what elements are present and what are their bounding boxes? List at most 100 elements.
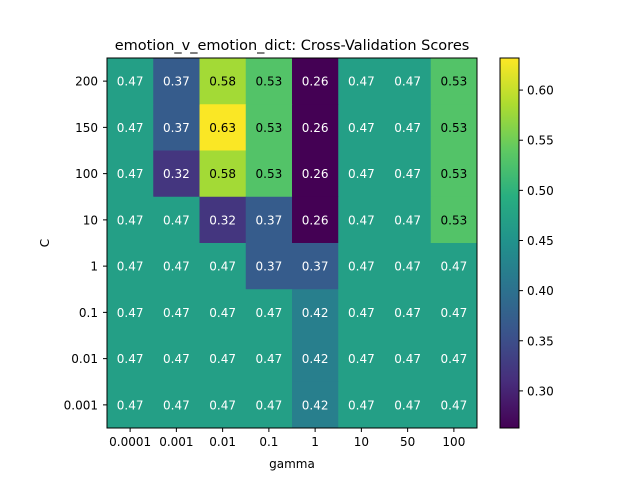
heatmap-cell <box>107 243 154 290</box>
heatmap-cell <box>245 104 293 151</box>
heatmap-cell <box>153 335 200 383</box>
heatmap-cell <box>245 58 293 105</box>
cell-value-label: 0.47 <box>117 121 144 135</box>
heatmap-cell <box>292 381 339 429</box>
cell-value-label: 0.47 <box>348 260 375 274</box>
heatmap-cell <box>153 104 200 151</box>
colorbar-tick-label: 0.40 <box>527 284 554 298</box>
plot-frame <box>106 57 478 429</box>
cell-value-label: 0.47 <box>209 260 236 274</box>
cell-value-label: 0.47 <box>394 75 421 89</box>
heatmap-cell <box>199 104 247 151</box>
heatmap-cell <box>107 335 154 383</box>
cell-value-label: 0.32 <box>209 213 236 227</box>
y-tick-label: 100 <box>75 167 98 181</box>
cell-value-label: 0.26 <box>302 75 329 89</box>
y-axis: 200 150 100 10 1 0.1 0.01 0.001 <box>64 75 107 412</box>
y-tick-label: 10 <box>83 213 98 227</box>
heatmap-cell <box>153 196 200 244</box>
x-tick-label: 0.01 <box>209 435 236 449</box>
y-tick-label: 150 <box>75 121 98 135</box>
heatmap-cell <box>338 289 385 336</box>
x-axis-label: gamma <box>269 457 315 471</box>
heatmap-cell <box>199 150 247 198</box>
heatmap-cell <box>430 196 478 244</box>
cell-value-label: 0.47 <box>117 167 144 181</box>
cell-value-label: 0.53 <box>441 75 468 89</box>
x-tick-label: 50 <box>400 435 415 449</box>
heatmap-cell <box>245 243 293 290</box>
colorbar <box>499 57 520 429</box>
heatmap-cell <box>153 289 200 336</box>
colorbar-tick-label: 0.45 <box>527 234 554 248</box>
cell-value-label: 0.47 <box>209 306 236 320</box>
heatmap-cell <box>430 150 478 198</box>
heatmap-cell <box>430 381 478 429</box>
heatmap-cells <box>107 58 478 429</box>
cell-value-label: 0.47 <box>394 352 421 366</box>
heatmap-cell <box>153 58 200 105</box>
cell-value-label: 0.26 <box>302 121 329 135</box>
cell-value-label: 0.47 <box>256 306 283 320</box>
heatmap-cell <box>107 289 154 336</box>
heatmap-cell <box>199 335 247 383</box>
cell-value-label: 0.47 <box>163 213 190 227</box>
heatmap-cell <box>430 335 478 383</box>
cell-value-label: 0.58 <box>209 167 236 181</box>
x-tick-label: 10 <box>354 435 369 449</box>
heatmap-cell <box>107 150 154 198</box>
heatmap-cell <box>384 243 432 290</box>
heatmap-cell <box>107 196 154 244</box>
cell-value-label: 0.47 <box>163 398 190 412</box>
cell-value-label: 0.37 <box>302 260 329 274</box>
cell-value-label: 0.47 <box>394 398 421 412</box>
heatmap-cell <box>338 243 385 290</box>
cell-value-label: 0.47 <box>441 352 468 366</box>
heatmap-cell <box>338 196 385 244</box>
colorbar-tick-label: 0.55 <box>527 134 554 148</box>
cell-value-label: 0.53 <box>441 121 468 135</box>
colorbar-tick-label: 0.60 <box>527 84 554 98</box>
heatmap-cell <box>384 289 432 336</box>
heatmap-cell <box>384 196 432 244</box>
cell-value-label: 0.47 <box>441 398 468 412</box>
colorbar-tick-label: 0.35 <box>527 334 554 348</box>
heatmap-cell <box>292 58 339 105</box>
heatmap-cell <box>199 243 247 290</box>
heatmap-cell <box>430 58 478 105</box>
cell-value-label: 0.42 <box>302 352 329 366</box>
heatmap-cell <box>292 104 339 151</box>
x-tick-label: 0.0001 <box>109 435 151 449</box>
cell-value-label: 0.53 <box>441 167 468 181</box>
heatmap-cell <box>384 58 432 105</box>
heatmap-cell <box>245 196 293 244</box>
heatmap-cell <box>107 381 154 429</box>
cell-value-label: 0.47 <box>348 352 375 366</box>
heatmap-cell <box>430 289 478 336</box>
cell-value-label: 0.47 <box>163 306 190 320</box>
x-tick-label: 0.1 <box>259 435 278 449</box>
cell-value-label: 0.47 <box>117 306 144 320</box>
cell-value-label: 0.47 <box>117 398 144 412</box>
x-tick-label: 1 <box>311 435 319 449</box>
cell-value-label: 0.53 <box>256 75 283 89</box>
cell-value-label: 0.47 <box>348 75 375 89</box>
cell-value-label: 0.37 <box>256 260 283 274</box>
heatmap-cell <box>338 58 385 105</box>
heatmap-cell <box>199 381 247 429</box>
cell-value-label: 0.37 <box>163 121 190 135</box>
cell-value-label: 0.47 <box>348 167 375 181</box>
colorbar-tick-label: 0.30 <box>527 384 554 398</box>
heatmap-cell <box>292 289 339 336</box>
cell-value-label: 0.47 <box>348 121 375 135</box>
heatmap-cell <box>245 335 293 383</box>
cell-value-label: 0.47 <box>394 213 421 227</box>
heatmap-cell <box>153 243 200 290</box>
heatmap-cell <box>430 104 478 151</box>
cell-value-label: 0.37 <box>163 75 190 89</box>
heatmap-cell <box>245 289 293 336</box>
x-tick-label: 0.001 <box>159 435 193 449</box>
cell-value-label: 0.47 <box>163 352 190 366</box>
colorbar-tick-label: 0.50 <box>527 184 554 198</box>
